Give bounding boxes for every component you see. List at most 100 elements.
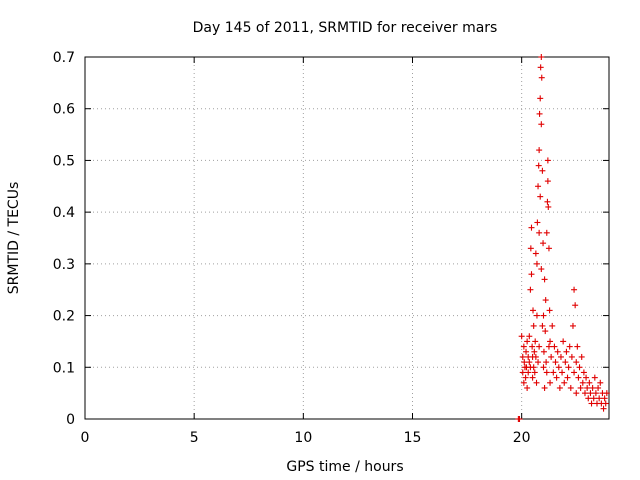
data-point (542, 328, 549, 335)
data-point (545, 245, 552, 252)
data-point (516, 416, 523, 422)
data-point (545, 343, 552, 350)
data-point (521, 359, 528, 366)
data-point (534, 219, 541, 226)
data-point (525, 369, 532, 376)
data-point (597, 379, 604, 386)
x-tick-label: 20 (513, 430, 531, 446)
data-point (590, 395, 597, 402)
data-point (531, 348, 538, 355)
data-point (541, 276, 548, 283)
data-point (572, 302, 579, 309)
data-point (519, 353, 526, 360)
y-tick-label: 0.7 (53, 50, 75, 66)
data-point (543, 359, 550, 366)
data-point (577, 384, 584, 391)
data-point (527, 286, 534, 293)
data-point (536, 343, 543, 350)
data-point (523, 348, 530, 355)
y-tick-label: 0 (66, 412, 75, 428)
data-point (556, 384, 563, 391)
data-point (547, 338, 554, 345)
data-point (533, 379, 540, 386)
data-point (536, 147, 543, 154)
data-point (586, 379, 593, 386)
x-tick-label: 10 (294, 430, 312, 446)
data-point (569, 322, 576, 329)
data-point (552, 359, 559, 366)
data-point (562, 359, 569, 366)
data-point (591, 374, 598, 381)
data-point (564, 374, 571, 381)
data-point (546, 307, 553, 314)
data-point (526, 359, 533, 366)
data-point (539, 167, 546, 174)
data-point (574, 343, 581, 350)
data-point (543, 369, 550, 376)
data-point (588, 400, 595, 407)
data-point (536, 110, 543, 117)
data-point (545, 203, 552, 210)
y-tick-label: 0.6 (53, 102, 75, 118)
data-point (581, 390, 588, 397)
data-point (602, 400, 609, 407)
data-point (576, 364, 583, 371)
data-point (535, 359, 542, 366)
data-point (528, 224, 535, 231)
data-point (519, 369, 526, 376)
data-point (561, 379, 568, 386)
data-point (540, 364, 547, 371)
data-point (537, 64, 544, 71)
data-point (536, 229, 543, 236)
data-point (601, 395, 608, 402)
data-point (533, 260, 540, 267)
data-point (575, 374, 582, 381)
data-point (583, 374, 590, 381)
data-point (554, 348, 561, 355)
data-point (571, 369, 578, 376)
data-point (535, 183, 542, 190)
data-point (526, 333, 533, 340)
data-point (568, 353, 575, 360)
data-point (531, 369, 538, 376)
data-point (537, 193, 544, 200)
data-point (533, 312, 540, 319)
data-point (524, 384, 531, 391)
data-point (542, 297, 549, 304)
data-point (538, 121, 545, 128)
x-tick-label: 0 (81, 430, 90, 446)
data-point (529, 343, 536, 350)
x-tick-label: 15 (404, 430, 422, 446)
data-point (544, 178, 551, 185)
data-point (557, 353, 564, 360)
data-point (579, 379, 586, 386)
data-point (566, 343, 573, 350)
data-point (543, 229, 550, 236)
data-point (528, 271, 535, 278)
x-axis-label: GPS time / hours (286, 459, 403, 475)
data-point (518, 333, 525, 340)
data-point (549, 322, 556, 329)
x-tick-label: 5 (190, 430, 199, 446)
data-point (600, 405, 607, 412)
data-point (603, 390, 610, 397)
data-point (520, 343, 527, 350)
data-point (587, 390, 594, 397)
data-point (530, 364, 537, 371)
data-point (539, 322, 546, 329)
data-point (527, 245, 534, 252)
data-point (532, 338, 539, 345)
data-point (555, 364, 562, 371)
data-point (567, 384, 574, 391)
data-point (530, 322, 537, 329)
data-point (548, 353, 555, 360)
data-point (538, 54, 545, 60)
data-point (544, 157, 551, 164)
data-point (529, 374, 536, 381)
data-point (532, 353, 539, 360)
plot-frame (84, 56, 610, 420)
data-point (535, 162, 542, 169)
chart-title: Day 145 of 2011, SRMTID for receiver mar… (193, 20, 498, 36)
tick-layer: 0 5 10 15 20 0 0.1 0.2 0.3 0.4 0.5 0.6 0.7 (53, 50, 609, 446)
data-point (550, 369, 557, 376)
